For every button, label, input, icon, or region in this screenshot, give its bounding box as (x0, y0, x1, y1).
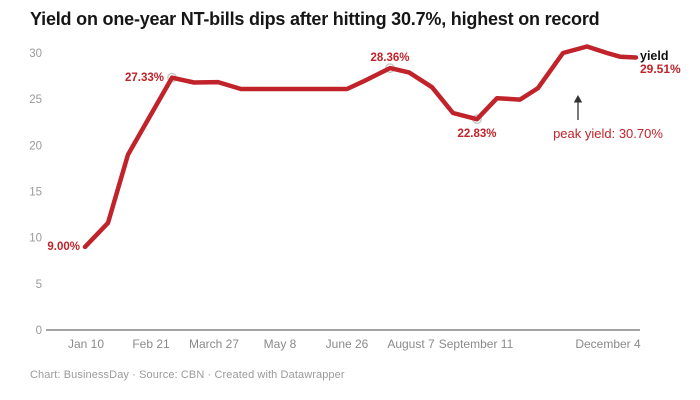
data-point-label: 22.83% (457, 128, 496, 140)
chart-title: Yield on one-year NT-bills dips after hi… (30, 9, 600, 29)
yield-line (82, 44, 639, 250)
y-axis-tick-label: 20 (29, 140, 42, 152)
data-point-label: 27.33% (125, 72, 164, 84)
data-point-label: 9.00% (47, 241, 80, 253)
y-axis-tick-label: 5 (36, 279, 42, 291)
x-axis-tick-label: December 4 (575, 337, 641, 351)
x-axis-tick-label: Jan 10 (68, 337, 104, 351)
y-axis-tick-label: 25 (29, 94, 42, 106)
x-axis-tick-label: August 7 (387, 337, 435, 351)
peak-arrow-head (573, 95, 583, 103)
peak-annotation-label: peak yield: 30.70% (553, 126, 663, 141)
y-axis-tick-label: 15 (29, 187, 42, 199)
series-name-label: yield (640, 49, 669, 63)
y-axis-tick-label: 10 (29, 233, 42, 245)
chart-footer: Chart: BusinessDay · Source: CBN · Creat… (30, 369, 345, 381)
x-axis-tick-label: Feb 21 (132, 337, 170, 351)
y-axis-tick-label: 30 (29, 48, 42, 60)
x-axis-tick-label: September 11 (439, 337, 514, 351)
series-end-value-label: 29.51% (640, 62, 681, 76)
x-axis-tick-label: June 26 (326, 337, 369, 351)
x-axis-tick-label: March 27 (189, 337, 239, 351)
data-point-label: 28.36% (370, 52, 409, 64)
y-axis-tick-label: 0 (36, 325, 42, 337)
x-axis-tick-label: May 8 (264, 337, 297, 351)
